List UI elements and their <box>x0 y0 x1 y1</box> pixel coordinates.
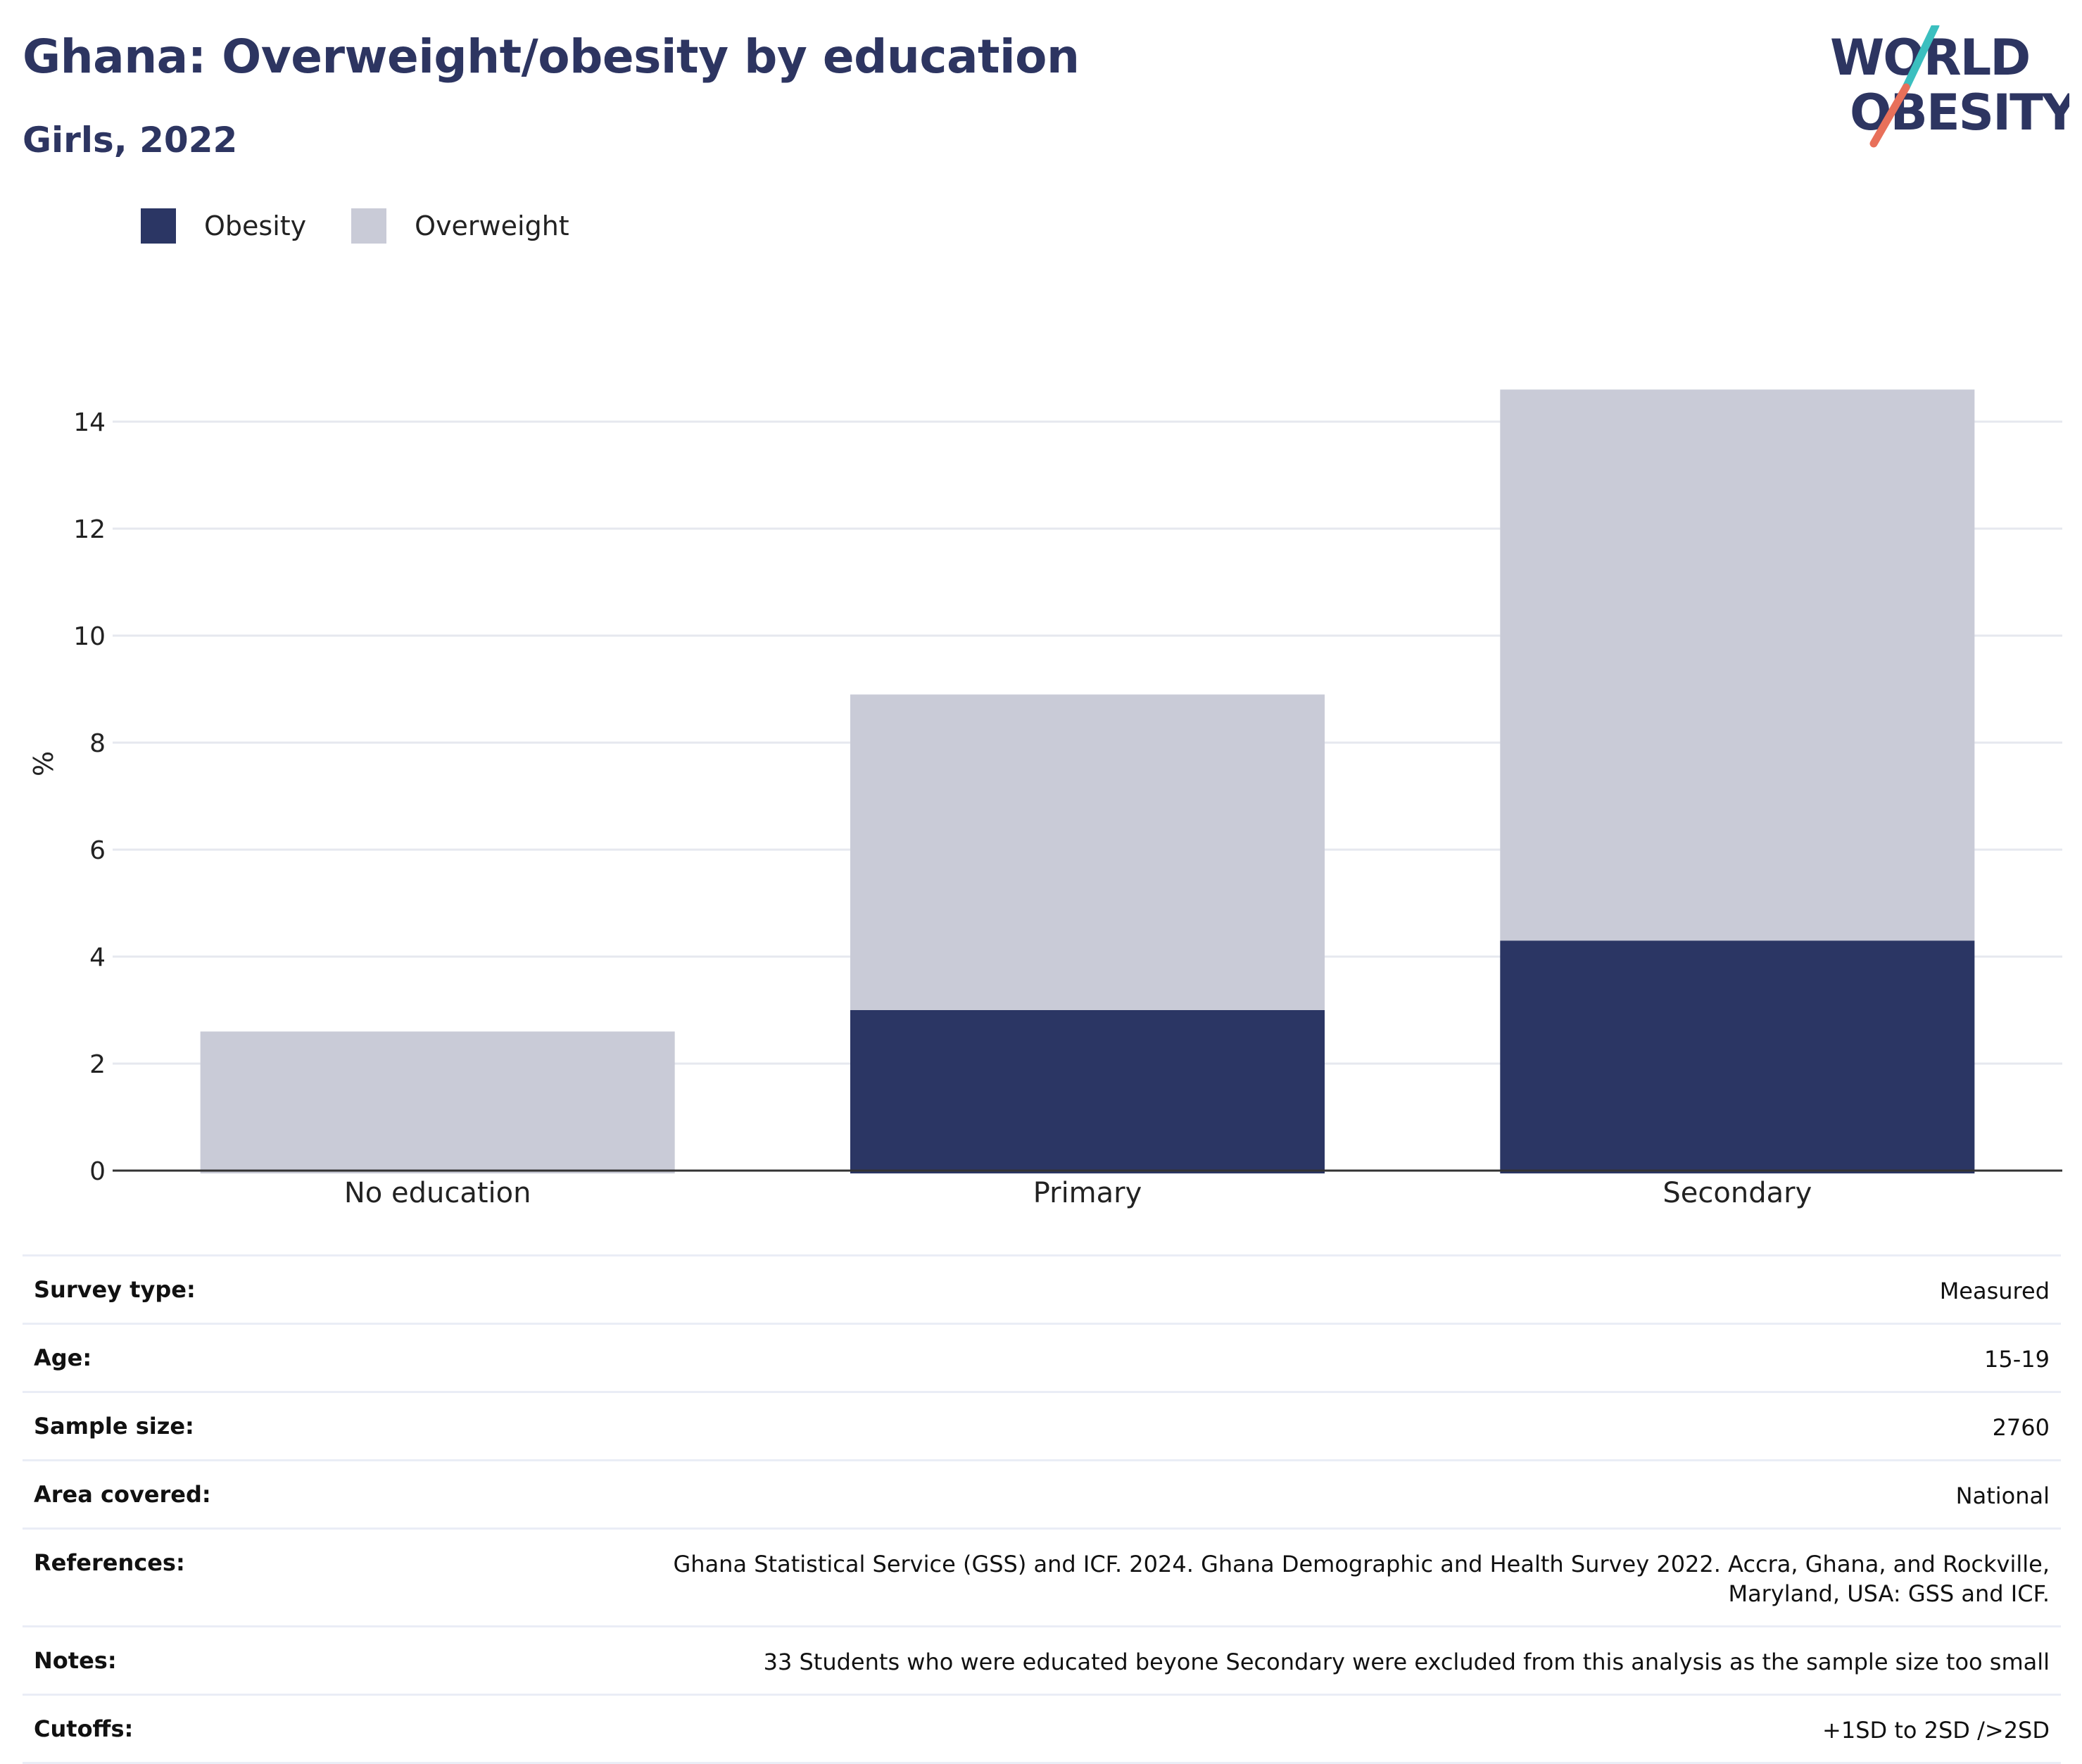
y-tick-label: 2 <box>89 1050 106 1079</box>
x-tick-label: No education <box>344 1177 531 1209</box>
bar-obesity-primary <box>850 1010 1325 1173</box>
meta-row: Area covered: National <box>23 1459 2061 1527</box>
y-tick-label: 10 <box>73 622 106 651</box>
meta-key: Sample size: <box>34 1413 194 1439</box>
bar-overweight-secondary <box>1500 389 1975 941</box>
meta-key: References: <box>34 1549 185 1576</box>
y-tick-label: 0 <box>89 1157 106 1186</box>
world-obesity-logo: WORLD OBESITY <box>1830 25 2069 148</box>
y-tick-label: 14 <box>73 408 106 437</box>
legend-item-obesity: Obesity <box>141 208 306 244</box>
stacked-bar-chart: 0 2 4 6 8 10 12 14% No education Primary Secondary <box>28 389 2062 1209</box>
meta-value: 2760 <box>1992 1414 2050 1441</box>
meta-row: Cutoffs: +1SD to 2SD />2SD <box>23 1694 2061 1764</box>
x-tick-label: Secondary <box>1663 1177 1812 1209</box>
legend-label-obesity: Obesity <box>204 210 307 241</box>
meta-key: Survey type: <box>34 1276 196 1303</box>
bar-overweight-primary <box>850 694 1325 1010</box>
legend-label-overweight: Overweight <box>415 210 569 241</box>
y-axis-label: % <box>28 751 59 776</box>
meta-row: Survey type: Measured <box>23 1254 2061 1323</box>
chart-title: Ghana: Overweight/obesity by education <box>23 30 1080 84</box>
bar-overweight-no-education <box>200 1031 675 1173</box>
meta-key: Cutoffs: <box>34 1715 134 1742</box>
y-tick-label: 12 <box>73 515 106 544</box>
survey-metadata-table: Survey type: Measured Age: 15-19 Sample size… <box>23 1254 2061 1764</box>
y-tick-label: 8 <box>89 729 106 758</box>
legend-item-overweight: Overweight <box>351 208 569 244</box>
meta-key: Notes: <box>34 1647 117 1674</box>
meta-value: National <box>1955 1482 2050 1509</box>
legend-swatch-overweight <box>351 208 387 244</box>
meta-value: Measured <box>1939 1278 2050 1304</box>
bar-obesity-secondary <box>1500 940 1975 1173</box>
chart-legend: Obesity Overweight <box>141 208 614 244</box>
meta-row: Age: 15-19 <box>23 1323 2061 1391</box>
meta-row: Sample size: 2760 <box>23 1391 2061 1459</box>
meta-key: Age: <box>34 1344 92 1371</box>
meta-value: +1SD to 2SD />2SD <box>1822 1717 2050 1744</box>
meta-key: Area covered: <box>34 1481 211 1508</box>
meta-row: References: Ghana Statistical Service (GS… <box>23 1527 2061 1625</box>
x-tick-label: Primary <box>1033 1177 1142 1209</box>
chart-subtitle: Girls, 2022 <box>23 120 238 160</box>
logo-slash-top <box>1902 25 1940 92</box>
meta-row: Notes: 33 Students who were educated beyo… <box>23 1625 2061 1694</box>
meta-value: 15-19 <box>1984 1346 2050 1373</box>
logo-line-2: OBESITY <box>1850 84 2069 141</box>
meta-value: 33 Students who were educated beyone Sec… <box>763 1649 2050 1675</box>
meta-value: Ghana Statistical Service (GSS) and ICF.… <box>673 1551 2050 1607</box>
y-tick-label: 4 <box>89 943 106 972</box>
y-tick-label: 6 <box>89 836 106 865</box>
legend-swatch-obesity <box>141 208 176 244</box>
logo-slash-bottom <box>1869 83 1910 148</box>
